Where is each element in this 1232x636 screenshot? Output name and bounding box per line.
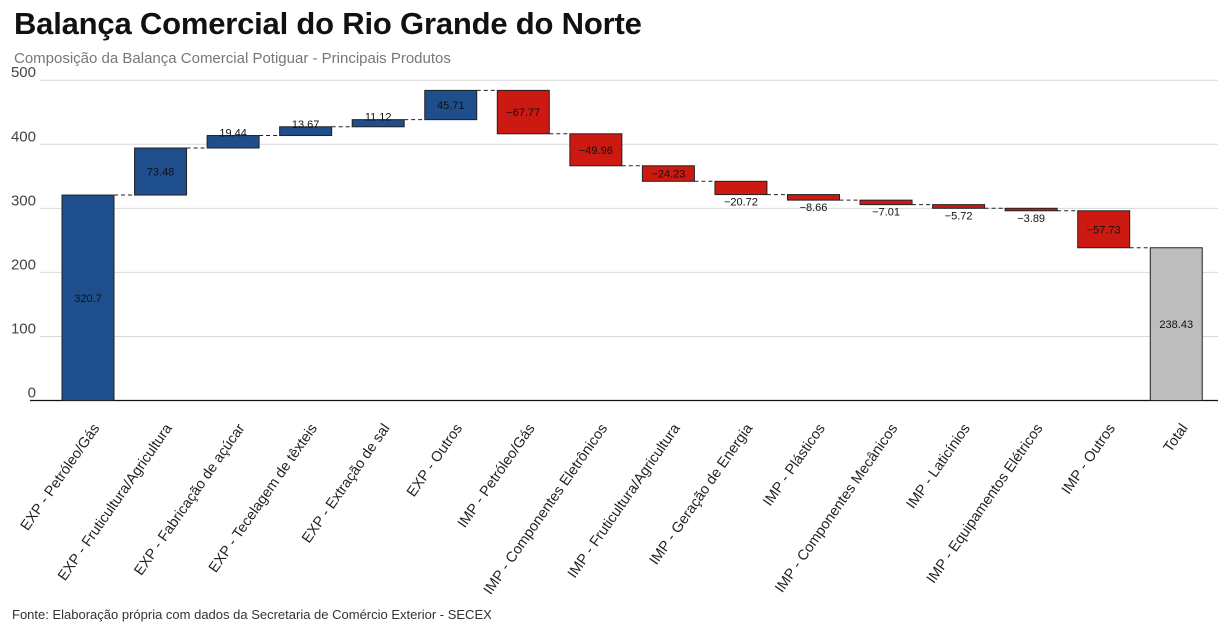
bar-6	[496, 89, 550, 135]
x-category-label: IMP - Laticínios	[904, 421, 974, 512]
data-label: −57.73	[1087, 224, 1121, 236]
data-label: 45.71	[437, 100, 465, 112]
bar-7	[569, 133, 623, 167]
data-label: 11.12	[365, 112, 392, 124]
y-tick-label: 200	[11, 256, 36, 273]
bar-15	[1149, 247, 1203, 401]
chart-subtitle: Composição da Balança Comercial Potiguar…	[14, 50, 451, 67]
source-caption: Fonte: Elaboração própria com dados da S…	[12, 607, 492, 622]
y-tick-label: 300	[11, 192, 36, 209]
y-tick-label: 500	[11, 64, 36, 81]
data-label: −3.89	[1017, 213, 1045, 225]
bar-13	[1004, 207, 1058, 212]
data-label: 238.43	[1159, 319, 1193, 331]
bar-5	[424, 89, 478, 121]
x-category-label: IMP - Outros	[1059, 421, 1119, 497]
bar-14	[1077, 210, 1131, 249]
bar-8	[641, 165, 695, 182]
bar-10	[787, 194, 840, 201]
bar-0	[61, 194, 115, 401]
y-tick-label: 100	[11, 320, 36, 337]
bar-3	[279, 126, 333, 137]
y-tick-label: 400	[11, 128, 36, 145]
x-category-label: IMP - Plásticos	[760, 421, 828, 509]
data-label: −7.01	[872, 207, 900, 219]
bar-9	[714, 180, 768, 196]
chart-title: Balança Comercial do Rio Grande do Norte	[14, 6, 642, 41]
data-label: −49.96	[579, 145, 613, 157]
data-label: 13.67	[292, 119, 320, 131]
data-label: −67.77	[506, 107, 540, 119]
x-category-label: EXP - Petróleo/Gás	[18, 421, 104, 534]
y-tick-label: 0	[28, 385, 36, 402]
x-category-label: IMP - Componentes Mecânicos	[772, 421, 901, 596]
x-category-label: EXP - Outros	[404, 421, 466, 500]
data-label: 73.48	[147, 167, 175, 179]
bar-2	[206, 135, 260, 149]
bar-1	[134, 147, 188, 196]
x-category-label: IMP - Petróleo/Gás	[455, 421, 539, 531]
data-label: −5.72	[945, 210, 973, 222]
data-label: −8.66	[800, 202, 828, 214]
data-label: 19.44	[219, 128, 247, 140]
bar-12	[932, 204, 986, 209]
bar-11	[859, 199, 913, 206]
x-category-label: IMP - Componentes Eletrônicos	[481, 421, 611, 598]
data-label: −24.23	[651, 169, 685, 181]
data-label: −20.72	[724, 197, 758, 209]
bar-4	[351, 119, 405, 128]
x-category-label: Total	[1161, 421, 1192, 455]
data-label: 320.7	[74, 293, 102, 305]
